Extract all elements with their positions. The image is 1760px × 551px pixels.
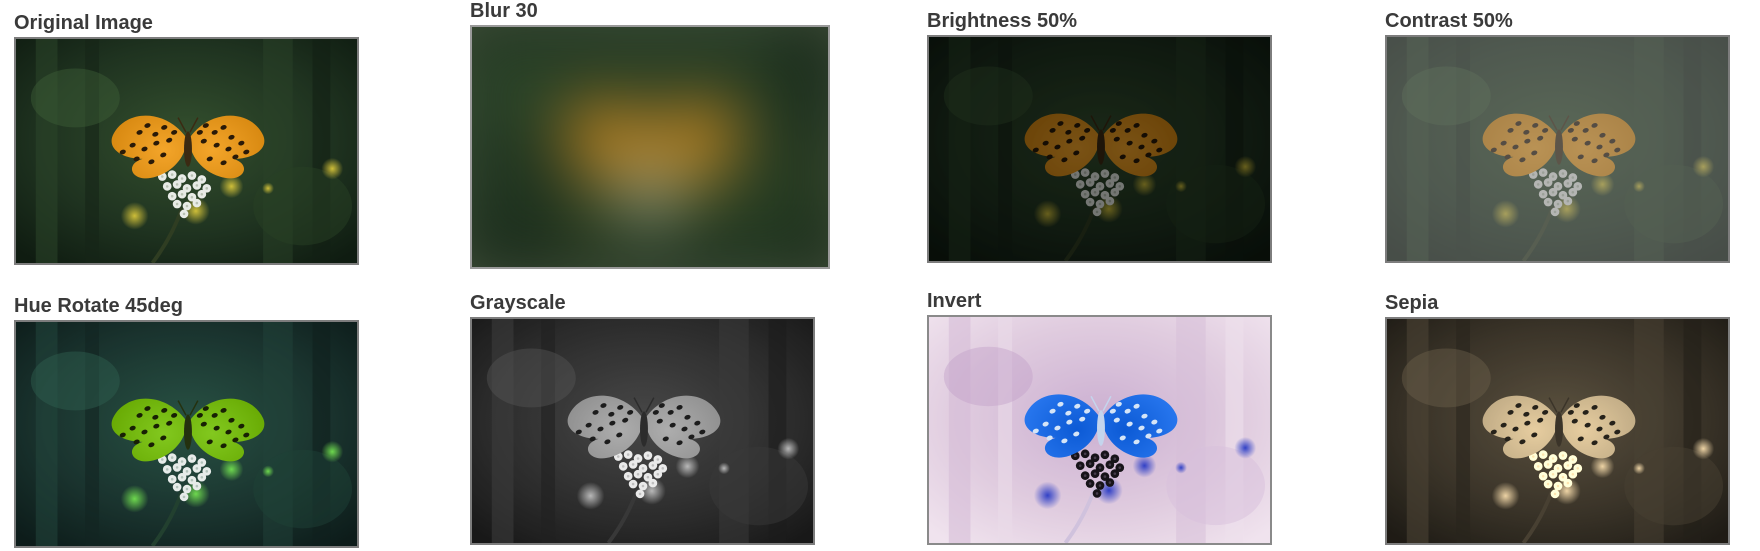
- panel-label: Invert: [927, 290, 982, 312]
- panel-label: Contrast 50%: [1385, 10, 1513, 32]
- butterfly-image-hue-rotate: [14, 320, 359, 548]
- panel-sepia: Sepia: [1385, 292, 1745, 545]
- panel-label: Hue Rotate 45deg: [14, 295, 183, 317]
- panel-label: Grayscale: [470, 292, 566, 314]
- panel-brightness: Brightness 50%: [927, 10, 1287, 263]
- butterfly-image-grayscale: [470, 317, 815, 545]
- panel-invert: Invert: [927, 290, 1287, 545]
- butterfly-image-brightness: [927, 35, 1272, 263]
- panel-contrast: Contrast 50%: [1385, 10, 1745, 263]
- butterfly-image-original: [14, 37, 359, 265]
- butterfly-image-contrast: [1385, 35, 1730, 263]
- butterfly-image-invert: [927, 315, 1272, 545]
- panel-hue-rotate: Hue Rotate 45deg: [14, 295, 374, 548]
- panel-label: Blur 30: [470, 0, 538, 22]
- panel-original: Original Image: [14, 12, 374, 265]
- butterfly-image-sepia: [1385, 317, 1730, 545]
- butterfly-image-blur: [470, 25, 830, 269]
- panel-label: Sepia: [1385, 292, 1439, 314]
- panel-blur: Blur 30: [470, 0, 830, 269]
- panel-label: Original Image: [14, 12, 153, 34]
- panel-label: Brightness 50%: [927, 10, 1078, 32]
- panel-grayscale: Grayscale: [470, 292, 830, 545]
